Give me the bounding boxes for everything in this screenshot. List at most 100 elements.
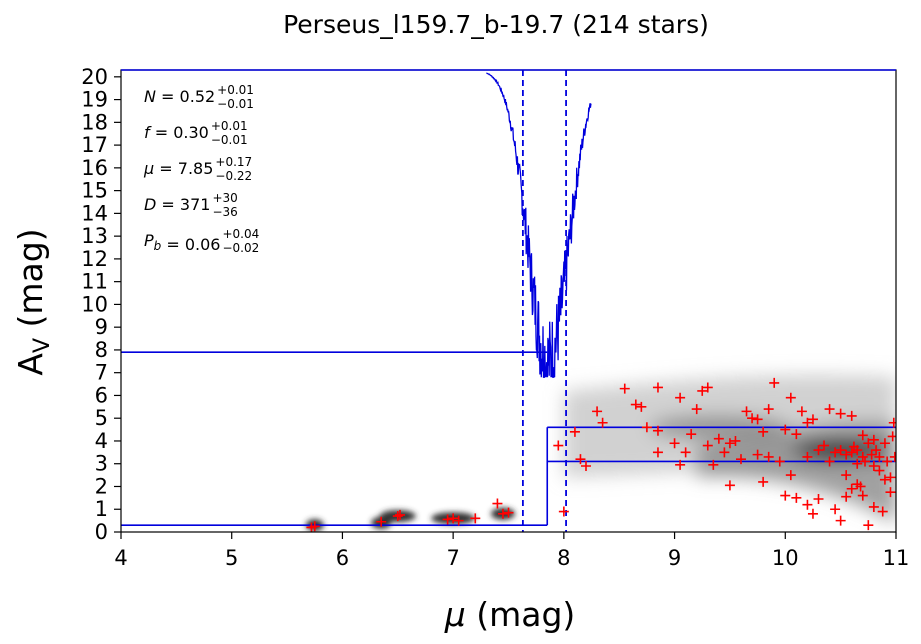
fit-parameter: D = 371 bbox=[144, 195, 210, 214]
star-marker bbox=[796, 406, 807, 417]
star-marker bbox=[686, 429, 697, 440]
star-marker bbox=[763, 404, 774, 415]
star-marker bbox=[868, 434, 879, 445]
star-marker bbox=[877, 506, 888, 517]
y-tick-label: 4 bbox=[95, 429, 108, 453]
x-tick-label: 5 bbox=[225, 546, 238, 570]
star-marker bbox=[807, 508, 818, 519]
param-lower-error: −0.01 bbox=[211, 133, 248, 147]
star-marker bbox=[885, 472, 896, 483]
param-symbol: D bbox=[144, 195, 156, 214]
star-marker bbox=[841, 491, 852, 502]
x-axis-symbol: μ bbox=[444, 595, 466, 634]
x-tick-label: 8 bbox=[557, 546, 570, 570]
star-marker bbox=[636, 401, 647, 412]
fit-parameter: N = 0.52 bbox=[144, 87, 215, 106]
star-marker bbox=[871, 445, 882, 456]
star-marker bbox=[708, 459, 719, 470]
star-marker bbox=[802, 451, 813, 462]
star-marker bbox=[652, 425, 663, 436]
star-marker bbox=[763, 451, 774, 462]
star-marker bbox=[492, 498, 503, 509]
fit-parameter: Pb = 0.06 bbox=[144, 231, 220, 254]
star-marker bbox=[719, 447, 730, 458]
y-tick-label: 16 bbox=[81, 156, 108, 180]
x-axis: 4 5 6 7 8 9 10 11 bbox=[114, 532, 909, 570]
x-tick-label: 10 bbox=[772, 546, 799, 570]
star-marker bbox=[669, 438, 680, 449]
star-marker bbox=[592, 406, 603, 417]
y-tick-label: 19 bbox=[81, 88, 108, 112]
param-upper-error: +0.17 bbox=[215, 155, 252, 169]
star-marker bbox=[680, 447, 691, 458]
star-marker bbox=[569, 426, 580, 437]
x-axis-unit: (mag) bbox=[476, 595, 575, 634]
star-marker bbox=[395, 509, 405, 520]
param-upper-error: +30 bbox=[212, 191, 237, 205]
param-symbol: P bbox=[144, 231, 154, 250]
star-marker bbox=[553, 440, 564, 451]
chart-title: Perseus_l159.7_b-19.7 (214 stars) bbox=[283, 10, 709, 39]
star-marker bbox=[841, 470, 852, 481]
y-tick-label: 6 bbox=[95, 383, 108, 407]
star-marker bbox=[879, 438, 890, 449]
star-marker bbox=[852, 458, 863, 469]
star-marker bbox=[752, 449, 763, 460]
y-tick-label: 17 bbox=[81, 133, 108, 157]
density-foreground bbox=[305, 507, 515, 532]
star-marker bbox=[813, 494, 824, 504]
y-tick-label: 13 bbox=[81, 224, 108, 248]
star-marker bbox=[785, 470, 796, 481]
param-upper-error: +0.04 bbox=[222, 227, 259, 241]
y-tick-label: 15 bbox=[81, 179, 108, 203]
distance-posterior-curve bbox=[486, 72, 592, 378]
star-marker bbox=[824, 404, 835, 415]
star-marker bbox=[802, 499, 813, 510]
y-tick-label: 20 bbox=[81, 65, 108, 89]
star-marker bbox=[835, 515, 846, 526]
star-marker bbox=[752, 414, 763, 425]
star-marker bbox=[824, 456, 835, 467]
star-marker bbox=[702, 440, 713, 451]
star-marker bbox=[830, 447, 841, 458]
star-marker bbox=[835, 408, 846, 419]
y-tick-label: 7 bbox=[95, 361, 108, 385]
star-marker bbox=[575, 454, 586, 465]
y-tick-label: 3 bbox=[95, 452, 108, 476]
star-marker bbox=[470, 513, 481, 524]
star-marker bbox=[503, 507, 514, 518]
star-marker bbox=[857, 451, 868, 462]
star-marker bbox=[741, 406, 752, 417]
star-marker bbox=[889, 451, 896, 462]
param-lower-error: −0.01 bbox=[217, 97, 254, 111]
star-marker bbox=[758, 426, 769, 437]
y-tick-label: 2 bbox=[95, 474, 108, 498]
star-marker bbox=[879, 474, 890, 485]
star-marker bbox=[887, 431, 896, 442]
y-tick-label: 11 bbox=[81, 270, 108, 294]
y-tick-label: 12 bbox=[81, 247, 108, 271]
star-marker bbox=[852, 479, 863, 490]
star-marker bbox=[724, 480, 735, 491]
fit-parameters: N = 0.52 +0.01−0.01f = 0.30 +0.01−0.01μ = … bbox=[143, 83, 259, 255]
y-tick-label: 8 bbox=[95, 338, 108, 362]
model-layer bbox=[121, 70, 896, 532]
param-symbol-subscript: b bbox=[154, 239, 162, 253]
param-lower-error: −36 bbox=[212, 205, 237, 219]
star-marker bbox=[652, 382, 663, 393]
x-tick-label: 7 bbox=[446, 546, 459, 570]
star-marker bbox=[863, 438, 874, 449]
star-marker bbox=[830, 504, 841, 515]
fit-parameter: μ = 7.85 bbox=[143, 159, 213, 178]
star-marker bbox=[846, 447, 857, 458]
param-symbol: μ bbox=[143, 159, 154, 178]
star-marker bbox=[581, 461, 591, 471]
density-heatmap bbox=[305, 374, 896, 532]
star-marker bbox=[641, 422, 652, 433]
star-marker bbox=[702, 382, 713, 393]
param-value: = 0.30 bbox=[150, 123, 209, 142]
param-value: = 371 bbox=[156, 195, 210, 214]
star-marker bbox=[791, 492, 802, 503]
